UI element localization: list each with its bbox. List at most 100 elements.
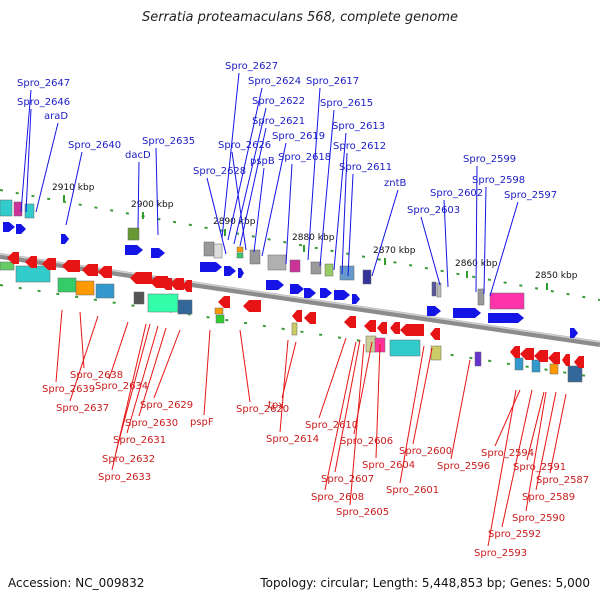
reverse-gene-labels: Spro_2638 Spro_2639 Spro_2637 Spro_2634 Spro… — [42, 309, 589, 559]
gene-feature-box — [477, 288, 485, 306]
forward-gene-label: Spro_2624 — [248, 76, 301, 87]
reverse-gene-arrow — [170, 278, 184, 290]
forward-gene-labels: Spro_2647 Spro_2646 araD Spro_2640 dacD Spro_… — [17, 61, 557, 297]
forward-label-leader — [239, 127, 267, 247]
reverse-gene-label: Spro_2610 — [305, 420, 358, 431]
gene-feature-box — [177, 299, 193, 315]
reverse-gene-label: Spro_2639 — [42, 384, 95, 395]
reverse-gene-arrow — [7, 252, 19, 264]
forward-gene-label: Spro_2599 — [463, 154, 516, 165]
forward-gene-label: Spro_2647 — [17, 78, 70, 89]
forward-gene-label: Spro_2618 — [278, 152, 331, 163]
reverse-gene-label: Spro_2592 — [488, 529, 541, 540]
forward-gene-label: Spro_2646 — [17, 97, 70, 108]
reverse-gene-arrow — [62, 260, 80, 272]
forward-gene-arrow — [488, 313, 524, 323]
forward-label-leader — [65, 151, 83, 226]
reverse-gene-label: Spro_2593 — [474, 548, 527, 559]
reverse-gene-label: tpx — [268, 400, 284, 411]
reverse-gene-label: Spro_2607 — [321, 474, 374, 485]
kbp-tick-label: 2850 kbp — [535, 271, 578, 281]
forward-gene-label: dacD — [125, 150, 151, 161]
reverse-gene-arrow — [534, 350, 548, 362]
reverse-gene-arrow — [160, 278, 172, 290]
forward-label-leader — [25, 108, 32, 213]
reverse-gene-arrow — [520, 348, 534, 360]
forward-gene-arrow — [238, 268, 244, 278]
reverse-label-leader — [399, 345, 425, 484]
reverse-gene-arrow — [430, 328, 440, 340]
forward-genes — [3, 222, 578, 338]
forward-label-leader — [253, 167, 265, 253]
reverse-gene-label: Spro_2604 — [362, 460, 415, 471]
forward-label-leader — [319, 109, 335, 267]
forward-gene-arrow — [320, 288, 332, 298]
reverse-label-leader — [494, 389, 521, 447]
reverse-gene-arrow — [344, 316, 356, 328]
forward-gene-label: Spro_2619 — [272, 131, 325, 142]
forward-gene-label: Spro_2598 — [472, 175, 525, 186]
forward-gene-arrow — [352, 294, 360, 304]
reverse-genes — [7, 252, 584, 368]
reverse-label-leader — [487, 389, 517, 547]
reverse-label-leader — [126, 325, 159, 434]
forward-label-leader — [371, 189, 399, 277]
forward-gene-label: Spro_2628 — [193, 166, 246, 177]
gene-feature-box — [289, 259, 301, 273]
forward-gene-label: zntB — [384, 178, 407, 189]
reverse-label-leader — [239, 329, 251, 403]
forward-gene-label: Spro_2611 — [339, 162, 392, 173]
kbp-tick-label: 2870 kbp — [373, 246, 416, 256]
reverse-gene-arrow — [390, 322, 400, 334]
reverse-label-leader — [349, 343, 365, 506]
gene-feature-box — [213, 243, 223, 259]
reverse-label-leader — [281, 341, 297, 399]
forward-label-leader — [155, 147, 159, 236]
reverse-gene-arrow — [400, 324, 424, 336]
genome-summary: Topology: circular; Length: 5,448,853 bp… — [260, 576, 590, 590]
forward-label-leader — [443, 199, 449, 288]
forward-gene-label: Spro_2617 — [306, 76, 359, 87]
reverse-label-leader — [324, 341, 357, 491]
gene-feature-box — [24, 203, 35, 219]
forward-gene-label: Spro_2597 — [504, 190, 557, 201]
gene-feature-box — [75, 280, 95, 296]
feature-boxes — [0, 199, 583, 383]
forward-gene-arrow — [427, 306, 441, 316]
forward-label-leader — [475, 165, 478, 293]
reverse-label-leader — [138, 327, 167, 417]
reverse-label-leader — [111, 323, 147, 471]
forward-gene-label: Spro_2640 — [68, 140, 121, 151]
forward-gene-arrow — [304, 288, 316, 298]
gene-feature-box — [0, 199, 13, 217]
reverse-label-leader — [450, 359, 471, 460]
reverse-gene-label: Spro_2631 — [113, 435, 166, 446]
gene-feature-box — [291, 322, 298, 336]
reverse-gene-arrow — [25, 256, 37, 268]
forward-label-leader — [489, 201, 519, 297]
gene-feature-box — [389, 339, 421, 357]
reverse-gene-label: Spro_2600 — [399, 446, 452, 457]
forward-gene-label: pspB — [250, 156, 275, 167]
gene-feature-box — [127, 227, 140, 241]
reverse-gene-arrow — [364, 320, 376, 332]
gene-feature-box — [13, 201, 23, 217]
forward-label-leader — [261, 142, 287, 257]
forward-gene-label: Spro_2621 — [252, 116, 305, 127]
forward-gene-label: Spro_2626 — [218, 140, 271, 151]
forward-gene-label: Spro_2613 — [332, 121, 385, 132]
forward-label-leader — [285, 163, 293, 265]
gene-feature-box — [214, 307, 224, 315]
reverse-label-leader — [55, 309, 63, 383]
map-title: Serratia proteamaculans 568, complete ge… — [141, 10, 459, 25]
forward-label-leader — [307, 87, 321, 261]
forward-gene-arrow — [453, 308, 481, 318]
forward-gene-label: Spro_2622 — [252, 96, 305, 107]
forward-gene-label: araD — [44, 111, 68, 122]
kbp-tick-label: 2880 kbp — [292, 233, 335, 243]
forward-label-leader — [227, 87, 263, 241]
reverse-gene-label: Spro_2590 — [512, 513, 565, 524]
reverse-gene-arrow — [377, 322, 387, 334]
gene-feature-box — [133, 291, 145, 305]
